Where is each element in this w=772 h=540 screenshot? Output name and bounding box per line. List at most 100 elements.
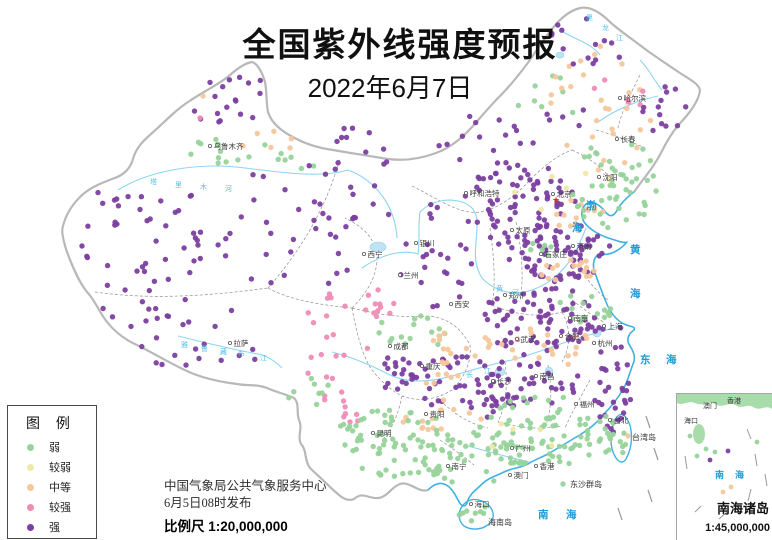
uv-dot bbox=[583, 264, 590, 271]
uv-dot bbox=[146, 306, 152, 312]
uv-dot bbox=[387, 338, 393, 345]
uv-dot bbox=[325, 280, 332, 286]
uv-dot bbox=[623, 217, 629, 223]
uv-dot bbox=[371, 183, 378, 189]
uv-dot bbox=[539, 104, 545, 110]
uv-dot bbox=[175, 207, 182, 214]
uv-dot bbox=[505, 239, 512, 245]
uv-dot bbox=[640, 88, 646, 94]
uv-dot bbox=[559, 385, 565, 392]
uv-dot bbox=[527, 420, 534, 426]
uv-dot bbox=[195, 242, 201, 248]
uv-dot bbox=[324, 334, 330, 340]
uv-dot bbox=[625, 380, 632, 386]
uv-dot bbox=[412, 457, 418, 463]
uv-dot bbox=[429, 248, 435, 254]
uv-dot bbox=[580, 300, 586, 306]
uv-dot bbox=[444, 141, 450, 147]
uv-dot bbox=[146, 287, 152, 294]
uv-dot bbox=[358, 437, 365, 443]
uv-dot bbox=[505, 376, 511, 382]
uv-dot bbox=[562, 444, 568, 450]
uv-dot bbox=[310, 320, 317, 326]
uv-dot bbox=[513, 394, 520, 400]
uv-dot bbox=[357, 432, 364, 438]
sea-label: 南 bbox=[538, 508, 549, 521]
uv-dot bbox=[572, 220, 578, 227]
uv-dot bbox=[557, 406, 563, 413]
uv-dot bbox=[418, 444, 424, 450]
uv-dot bbox=[624, 105, 630, 112]
uv-dot bbox=[616, 205, 622, 211]
uv-dot bbox=[548, 92, 554, 98]
uv-dot bbox=[663, 123, 669, 129]
uv-dot bbox=[402, 447, 409, 453]
uv-dot bbox=[187, 269, 193, 276]
uv-dot bbox=[570, 300, 576, 307]
uv-dot bbox=[415, 469, 422, 476]
uv-dot bbox=[139, 264, 146, 270]
capital-star-icon: ★ bbox=[552, 195, 560, 205]
uv-dot bbox=[469, 453, 475, 459]
uv-dot bbox=[524, 299, 531, 305]
uv-dot bbox=[429, 329, 435, 335]
uv-dot bbox=[608, 40, 615, 46]
uv-dot bbox=[502, 132, 509, 138]
uv-dot bbox=[236, 74, 243, 81]
uv-dot bbox=[490, 147, 497, 154]
uv-dot bbox=[366, 130, 372, 136]
uv-dot bbox=[441, 330, 447, 336]
uv-dot bbox=[139, 343, 145, 350]
uv-dot bbox=[492, 170, 499, 177]
river-label: 藏 bbox=[220, 347, 227, 356]
city-marker bbox=[509, 445, 514, 450]
uv-dot bbox=[552, 74, 559, 80]
uv-dot bbox=[485, 452, 492, 458]
uv-dot bbox=[437, 251, 444, 258]
uv-dot bbox=[612, 405, 618, 411]
city-label: 北京 bbox=[557, 189, 572, 199]
uv-dot bbox=[326, 215, 332, 221]
uv-dot bbox=[586, 303, 592, 309]
uv-dot bbox=[592, 51, 598, 58]
legend-item: 弱 bbox=[8, 437, 96, 457]
uv-dot bbox=[84, 253, 90, 259]
river-label: 长 bbox=[466, 370, 473, 379]
uv-dot bbox=[419, 439, 426, 445]
uv-dot bbox=[548, 244, 554, 250]
uv-dot bbox=[335, 250, 342, 257]
uv-dot bbox=[561, 212, 567, 218]
uv-dot bbox=[506, 256, 512, 263]
uv-dot bbox=[525, 171, 531, 178]
uv-dot bbox=[482, 363, 488, 369]
uv-dot bbox=[637, 127, 643, 133]
uv-dot bbox=[381, 161, 387, 167]
uv-dot bbox=[418, 313, 424, 319]
uv-dot bbox=[499, 396, 506, 402]
city-marker bbox=[463, 190, 468, 195]
uv-dot bbox=[223, 236, 229, 242]
uv-dot bbox=[441, 475, 448, 481]
uv-dot bbox=[557, 229, 564, 235]
uv-dot bbox=[511, 123, 517, 129]
city-label: 济南 bbox=[577, 241, 592, 251]
uv-dot bbox=[519, 250, 525, 256]
uv-dot bbox=[658, 121, 665, 127]
uv-dot bbox=[482, 311, 488, 317]
uv-dot bbox=[510, 426, 516, 432]
uv-dot bbox=[548, 385, 555, 391]
uv-dot bbox=[520, 193, 526, 199]
uv-dot bbox=[569, 305, 575, 312]
uv-dot bbox=[399, 371, 405, 377]
uv-dot bbox=[590, 237, 597, 243]
uv-dot bbox=[467, 399, 473, 405]
uv-dot bbox=[494, 218, 501, 224]
uv-dot bbox=[376, 470, 382, 476]
uv-dot bbox=[568, 257, 574, 263]
uv-dot bbox=[385, 211, 392, 218]
legend-dot-icon bbox=[27, 483, 34, 491]
uv-dot bbox=[151, 278, 158, 284]
uv-dot bbox=[507, 398, 513, 404]
uv-dot bbox=[439, 446, 445, 453]
